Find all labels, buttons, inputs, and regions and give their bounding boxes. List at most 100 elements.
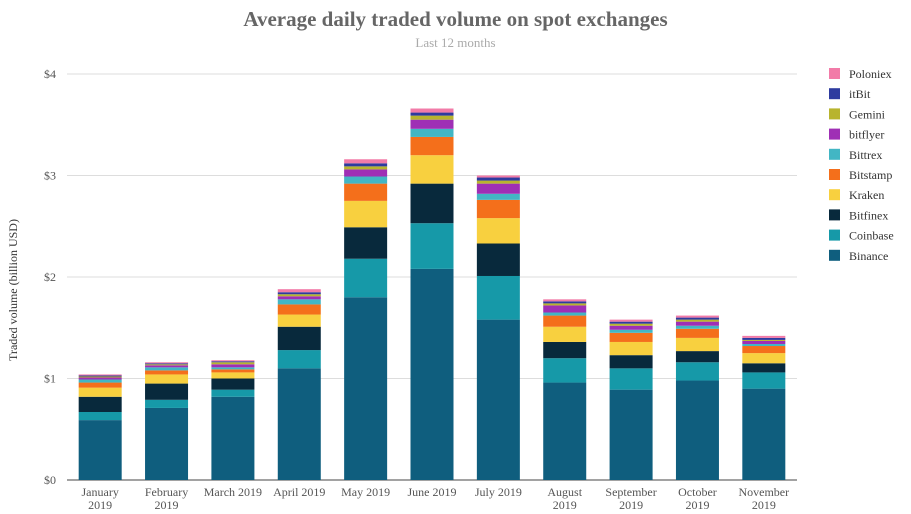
bar-segment-itbit [609,321,653,324]
bar-segment-bitflyer [609,325,653,330]
bar-segment-poloniex [543,299,587,302]
legend-label-bitfinex: Bitfinex [849,208,888,222]
bar-segment-bitflyer [78,377,122,380]
bar-segment-bitfinex [543,341,587,359]
legend-swatch-itbit [829,88,840,100]
bar-segment-coinbase [145,399,189,408]
bar-segment-kraken [742,353,786,364]
bar-segment-poloniex [476,175,520,178]
bar-segment-bitstamp [410,136,454,156]
bar-segment-bittrex [543,312,587,316]
bar-segment-coinbase [675,362,719,381]
bar-segment-bitstamp [476,199,520,219]
bar-segment-bitstamp [609,332,653,342]
bar-segment-bitfinex [675,351,719,363]
legend-swatch-bitstamp [829,169,840,180]
bar-segment-gemini [742,339,786,341]
x-axis-ticks: January 2019 February 2019 March 2019 April 2… [82,485,790,512]
x-tick-label: July 2019 [475,485,522,499]
bar-segment-bitflyer [543,305,587,313]
bar-segment-bittrex [78,379,122,383]
y-tick-label: $2 [44,270,56,284]
x-tick-label: January 2019 [82,485,119,512]
x-tick-label: March 2019 [204,485,262,499]
bars [78,108,786,480]
bar-segment-itbit [742,337,786,340]
legend-swatch-poloniex [829,68,840,79]
legend-swatch-bitfinex [829,209,840,221]
bar-segment-itbit [543,301,587,304]
bar-segment-bittrex [344,176,388,184]
x-tick-label: September 2019 [605,485,656,512]
bar-segment-bitfinex [277,326,321,351]
legend-swatch-binance [829,249,840,261]
y-tick-label: $1 [44,372,56,386]
bar-segment-bitflyer [675,321,719,326]
y-axis-ticks: $0 $1 $2 $3 $4 [44,67,56,487]
legend-label-binance: Binance [849,249,888,263]
bar-segment-bitstamp [78,382,122,388]
bar-segment-bittrex [476,193,520,200]
legend-label-itbit: itBit [849,87,871,101]
bar-segment-bitfinex [344,227,388,259]
bar-segment-itbit [211,361,255,363]
bar-segment-binance [277,368,321,480]
bar-segment-binance [675,380,719,480]
bar-segment-bittrex [609,329,653,333]
bar-segment-gemini [410,115,454,120]
bar-segment-kraken [78,387,122,397]
chart-title: Average daily traded volume on spot exch… [243,7,668,31]
bar-segment-bitfinex [476,243,520,276]
bar-segment-coinbase [742,372,786,389]
bar-segment-bitflyer [344,169,388,177]
x-tick-label: August 2019 [547,485,582,512]
bar-segment-coinbase [344,258,388,298]
bar-segment-poloniex [344,159,388,164]
bar-segment-bitfinex [211,378,255,390]
bar-segment-bitflyer [277,296,321,300]
bar-segment-bitstamp [211,369,255,373]
bar-segment-bitfinex [78,396,122,412]
legend-label-coinbase: Coinbase [849,229,894,243]
bar-segment-poloniex [277,289,321,293]
bar-segment-bitstamp [742,346,786,354]
legend-swatch-bittrex [829,148,840,160]
bar-segment-bitstamp [675,328,719,338]
legend-swatch-bitflyer [829,128,840,140]
bar-segment-bittrex [410,128,454,137]
legend-label-bittrex: Bittrex [849,148,882,162]
bar-segment-coinbase [78,411,122,421]
bar-segment-poloniex [145,362,189,364]
bar-segment-bitstamp [277,304,321,315]
bar-segment-gemini [145,364,189,366]
bar-segment-kraken [344,200,388,228]
bar-segment-gemini [476,180,520,184]
bar-segment-gemini [675,319,719,322]
bar-segment-bitstamp [543,315,587,327]
legend-swatch-gemini [829,108,840,120]
bar-segment-itbit [277,292,321,295]
legend-label-gemini: Gemini [849,107,886,121]
bar-segment-gemini [609,323,653,326]
bar-segment-bitflyer [742,340,786,344]
bar-segment-itbit [675,317,719,320]
bar-segment-coinbase [543,358,587,383]
bar-segment-kraken [675,337,719,352]
y-tick-label: $3 [44,169,56,183]
bar-segment-itbit [410,112,454,116]
legend-swatch-coinbase [829,229,840,241]
bar-segment-gemini [543,303,587,306]
bar-segment-binance [742,388,786,480]
x-tick-label: May 2019 [341,485,390,499]
legend-swatch-kraken [829,189,840,201]
bar-segment-binance [476,319,520,480]
legend: Poloniex itBit Gemini bitflyer Bittrex Bitsta… [829,67,894,263]
bar-segment-poloniex [675,315,719,318]
bar-segment-binance [145,407,189,480]
bar-segment-gemini [277,294,321,297]
bar-segment-kraken [476,218,520,244]
bar-segment-kraken [410,155,454,184]
bar-segment-bitstamp [145,370,189,375]
bar-segment-bitflyer [476,183,520,194]
